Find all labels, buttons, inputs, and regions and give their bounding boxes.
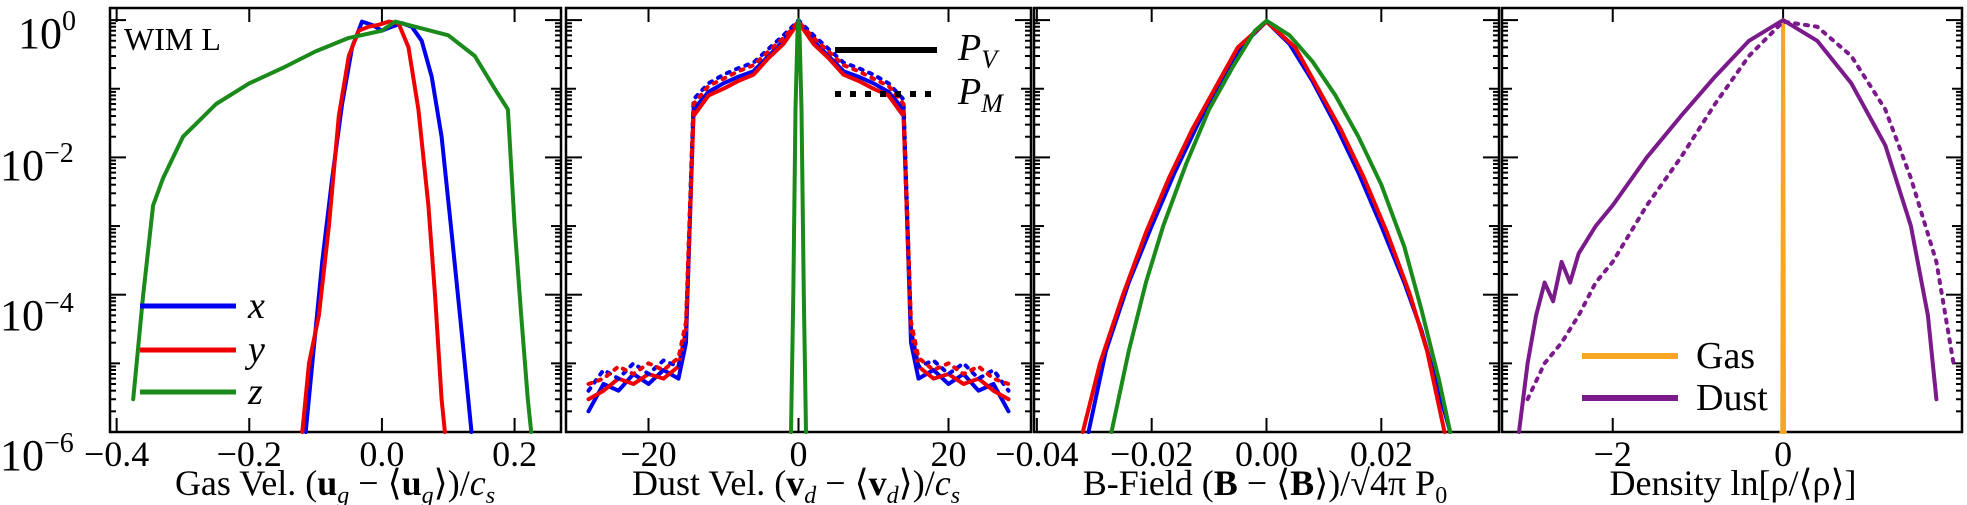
legend-label-z: z	[247, 371, 263, 413]
xtick-label: 0.2	[492, 434, 537, 474]
ytick-label-1e-2: 10−2	[0, 138, 74, 190]
legend-label-dust: Dust	[1696, 377, 1768, 419]
y-axis-labels: 100 10−2 10−4 10−6	[0, 6, 76, 480]
panel-frame	[108, 6, 563, 434]
xtick-label: 0.0	[359, 434, 404, 474]
x-axis-label: Dust Vel. (vd − ⟨vd⟩)/cs	[632, 463, 960, 505]
panel-b-field: −0.04 −0.02 0.00 0.02 B-Field (B − ⟨B⟩)/√4π…	[995, 6, 1501, 505]
xtick-label: 20	[931, 434, 967, 474]
series-line	[1525, 19, 1956, 402]
panel-frame	[1500, 6, 1964, 434]
xtick-label: −0.2	[217, 434, 282, 474]
panel-density: −2 0 Gas Dust Density ln[ρ/⟨ρ⟩]	[1500, 6, 1964, 503]
series-line	[131, 19, 534, 434]
legend-label-pm: PM	[957, 71, 1004, 118]
xtick-labels: −0.04 −0.02 0.00 0.02	[995, 434, 1413, 474]
xtick-label: −20	[620, 434, 676, 474]
series-line	[1779, 18, 1787, 434]
panel-gas-velocity: −0.4 −0.2 0.0 0.2 WIM L x y z Gas Vel. (ug …	[84, 6, 563, 505]
legend-gas-dust: Gas Dust	[1582, 335, 1768, 419]
series-line	[586, 19, 1011, 414]
series-line	[1109, 18, 1453, 434]
series-line	[1517, 18, 1939, 434]
xtick-label: 0	[790, 434, 808, 474]
x-axis-label: Gas Vel. (ug − ⟨ug⟩)/cs	[175, 463, 495, 505]
legend-label-x: x	[247, 285, 265, 327]
xtick-label: −0.02	[1110, 434, 1193, 474]
panel-dust-velocity: −20 0 20 PV PM Dust Vel. (vd − ⟨vd⟩)/cs	[564, 6, 1033, 505]
series-line	[789, 18, 808, 434]
series-line	[1080, 19, 1447, 434]
xtick-label: 0	[1774, 434, 1792, 474]
xtick-label: −0.04	[995, 434, 1078, 474]
legend-label-gas: Gas	[1696, 335, 1755, 377]
axis-ticks	[110, 8, 561, 433]
xtick-labels: −20 0 20	[620, 434, 966, 474]
series-line	[586, 19, 1011, 386]
legend-label-y: y	[244, 329, 265, 371]
xtick-label: 0.02	[1350, 434, 1413, 474]
x-axis-label: Density ln[ρ/⟨ρ⟩]	[1610, 463, 1857, 503]
ytick-label-1e-6: 10−6	[0, 428, 74, 480]
xtick-label: −0.4	[84, 434, 149, 474]
ytick-label-1e0: 100	[18, 6, 76, 58]
series-line	[586, 18, 1011, 393]
xtick-labels: −2 0	[1594, 434, 1793, 474]
xtick-label: 0.00	[1235, 434, 1298, 474]
axis-ticks	[1034, 8, 1499, 433]
panel-annotation: WIM L	[124, 21, 221, 57]
series-line	[586, 21, 1011, 402]
series-group	[1080, 18, 1453, 434]
legend-label-pv: PV	[957, 27, 1000, 74]
series-line	[300, 19, 447, 434]
ytick-label-1e-4: 10−4	[0, 288, 74, 340]
legend-xyz: x y z	[140, 285, 265, 413]
xtick-labels: −0.4 −0.2 0.0 0.2	[84, 434, 537, 474]
series-group	[1517, 18, 1956, 434]
legend-pv-pm: PV PM	[835, 27, 1004, 118]
x-axis-label: B-Field (B − ⟨B⟩)/√4π P0	[1083, 463, 1447, 505]
series-group	[586, 18, 1011, 434]
xtick-label: −2	[1594, 434, 1632, 474]
series-group	[131, 19, 534, 434]
axis-ticks	[566, 8, 1031, 433]
